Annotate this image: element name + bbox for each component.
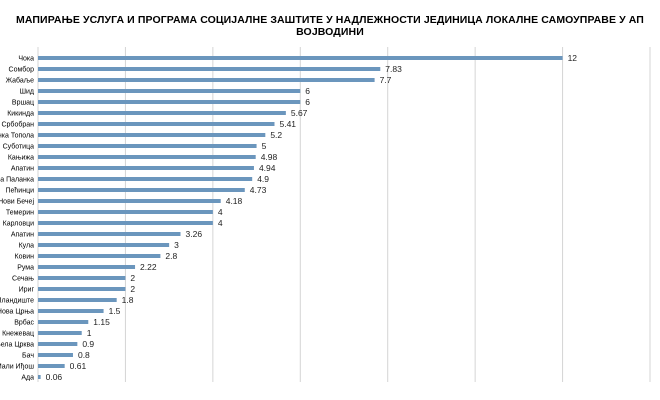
bar: [38, 353, 73, 357]
bars: [38, 56, 563, 379]
value-label: 2: [130, 284, 135, 294]
bar: [38, 144, 257, 148]
value-label: 0.9: [82, 339, 94, 349]
bar: [38, 100, 301, 104]
bar: [38, 276, 126, 280]
bar: [38, 298, 117, 302]
category-label: Кнежевац: [2, 331, 34, 338]
bar: [38, 287, 126, 291]
bar: [38, 254, 161, 258]
bar: [38, 265, 136, 269]
category-label: Сомбор: [9, 66, 35, 74]
bar: [38, 133, 266, 137]
value-label: 2: [130, 273, 135, 283]
value-label: 2.22: [140, 262, 157, 272]
value-label: 0.06: [46, 372, 63, 382]
value-label: 2.8: [165, 251, 177, 261]
category-label: Жабаље: [6, 77, 35, 85]
category-label: Апатин: [11, 166, 34, 173]
bar: [38, 177, 253, 181]
bar: [38, 188, 245, 192]
value-label: 4.18: [226, 196, 243, 206]
category-label: Ковин: [15, 254, 35, 261]
category-label: Бач: [22, 353, 34, 360]
bar: [38, 320, 89, 324]
value-label: 4: [218, 207, 223, 217]
category-label: Србобран: [1, 121, 34, 129]
category-label: Шид: [20, 89, 34, 96]
grid-lines: [37, 47, 651, 382]
value-label: 3.26: [186, 229, 203, 239]
category-label: Суботица: [3, 143, 35, 151]
value-label: 3: [174, 240, 179, 250]
bar: [38, 221, 213, 225]
value-label: 1.15: [93, 317, 110, 327]
value-label: 5.67: [291, 108, 308, 118]
category-label: Темерин: [6, 210, 34, 217]
bar: [38, 155, 256, 159]
bar: [38, 122, 275, 126]
value-label: 4.94: [259, 163, 276, 173]
bar: [38, 331, 82, 335]
category-label: Кикинда: [7, 111, 34, 118]
bar: [38, 89, 301, 93]
category-label: Врбас: [14, 319, 34, 327]
category-label: Бачка Паланка: [0, 177, 34, 184]
category-label: Рума: [17, 265, 34, 272]
bar: [38, 166, 254, 170]
value-label: 7.83: [385, 64, 402, 74]
value-label: 1.8: [122, 295, 134, 305]
value-label: 7.7: [380, 75, 392, 85]
value-label: 0.61: [70, 361, 87, 371]
value-label: 5.2: [270, 130, 282, 140]
bar: [38, 210, 213, 214]
value-label: 4.98: [261, 152, 278, 162]
category-label: Ириг: [19, 287, 35, 294]
category-label: Пландиште: [0, 298, 34, 305]
bar: [38, 243, 170, 247]
value-label: 4: [218, 218, 223, 228]
value-label: 1: [87, 328, 92, 338]
bar: [38, 199, 221, 203]
category-label: Кула: [19, 243, 35, 250]
value-label: 1.5: [109, 306, 121, 316]
bar: [38, 67, 381, 71]
value-label: 4.73: [250, 185, 267, 195]
bar: [38, 232, 181, 236]
value-label: 4.9: [257, 174, 269, 184]
category-label: Мали Иђош: [0, 364, 34, 371]
category-label: Нова Црња: [0, 309, 34, 316]
category-label: Бачка Топола: [0, 133, 34, 140]
value-label: 5: [262, 141, 267, 151]
chart-title: МАПИРАЊЕ УСЛУГА И ПРОГРАМА СОЦИЈАЛНЕ ЗАШ…: [16, 14, 644, 38]
value-label: 6: [305, 97, 310, 107]
value-label: 12: [568, 53, 578, 63]
bar: [38, 56, 563, 60]
category-label: Карловци: [3, 221, 34, 228]
bar: [38, 78, 375, 82]
category-label: Апатин: [11, 232, 34, 239]
category-label: Ада: [21, 375, 34, 382]
bar: [38, 364, 65, 368]
category-label: Кањижа: [8, 155, 34, 162]
bar: [38, 309, 104, 313]
value-label: 0.8: [78, 350, 90, 360]
value-label: 5.41: [279, 119, 296, 129]
bar: [38, 375, 41, 379]
category-label: Чока: [18, 56, 34, 63]
bar: [38, 342, 78, 346]
bar: [38, 111, 286, 115]
category-label: Бела Црква: [0, 342, 34, 349]
value-label: 6: [305, 86, 310, 96]
category-label: Нови Бечеј: [0, 199, 34, 206]
category-label: Сечањ: [12, 276, 34, 283]
category-label: Пећинци: [5, 187, 34, 195]
category-label: Вршац: [12, 100, 34, 107]
